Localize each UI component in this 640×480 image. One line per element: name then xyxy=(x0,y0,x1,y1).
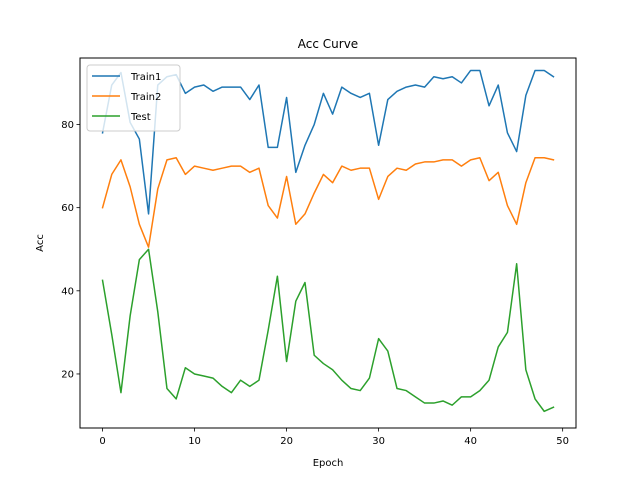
legend-label-train1: Train1 xyxy=(130,72,161,83)
legend: Train1 Train2 Test xyxy=(86,64,181,132)
x-tick-label: 40 xyxy=(464,436,477,447)
legend-label-test: Test xyxy=(130,112,151,123)
x-tick-label: 20 xyxy=(280,436,293,447)
chart-title: Acc Curve xyxy=(298,37,358,51)
y-axis-label: Acc xyxy=(35,234,46,252)
x-tick-label: 50 xyxy=(556,436,569,447)
legend-box xyxy=(86,64,181,132)
x-axis-label: Epoch xyxy=(313,458,344,469)
y-axis-ticks: 20 40 60 80 xyxy=(61,120,80,380)
series-line-train2 xyxy=(101,157,555,248)
series-line-test xyxy=(101,248,555,413)
x-tick-label: 30 xyxy=(372,436,385,447)
legend-label-train2: Train2 xyxy=(130,92,161,103)
axes-frame xyxy=(79,57,577,429)
x-tick-label: 10 xyxy=(188,436,201,447)
y-tick-label: 20 xyxy=(61,369,74,380)
y-tick-label: 80 xyxy=(61,120,74,131)
x-tick-label: 0 xyxy=(99,436,105,447)
y-tick-label: 40 xyxy=(61,286,74,297)
x-axis-ticks: 0 10 20 30 40 50 xyxy=(99,428,569,447)
y-tick-label: 60 xyxy=(61,203,74,214)
